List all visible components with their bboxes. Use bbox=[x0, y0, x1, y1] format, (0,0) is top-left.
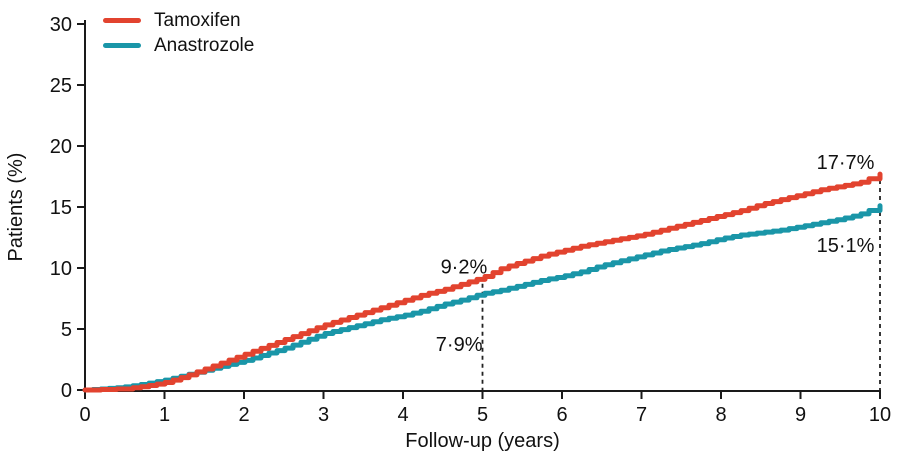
x-tick-label-3: 3 bbox=[318, 404, 329, 426]
legend-label-tamoxifen: Tamoxifen bbox=[154, 10, 241, 31]
x-tick-label-9: 9 bbox=[795, 404, 806, 426]
y-axis-title: Patients (%) bbox=[5, 153, 27, 262]
x-tick-label-10: 10 bbox=[869, 404, 891, 426]
x-tick-label-0: 0 bbox=[79, 404, 90, 426]
annotation-92: 9·2% bbox=[441, 256, 488, 278]
x-tick-label-1: 1 bbox=[159, 404, 170, 426]
tamoxifen-line-swatch bbox=[103, 18, 141, 23]
legend: Tamoxifen Anastrozole bbox=[103, 10, 254, 56]
y-tick-label-15: 15 bbox=[50, 197, 72, 219]
x-tick-label-2: 2 bbox=[238, 404, 249, 426]
x-tick-label-4: 4 bbox=[397, 404, 408, 426]
y-tick-label-10: 10 bbox=[50, 258, 72, 280]
series-curve-anastrozole bbox=[82, 203, 883, 393]
y-tick-label-5: 5 bbox=[61, 319, 72, 341]
y-tick-label-20: 20 bbox=[50, 136, 72, 158]
x-axis-title: Follow-up (years) bbox=[405, 430, 559, 452]
y-tick-label-30: 30 bbox=[50, 14, 72, 36]
x-tick-label-6: 6 bbox=[556, 404, 567, 426]
annotation-177: 17·7% bbox=[817, 152, 875, 174]
x-tick-label-8: 8 bbox=[715, 404, 726, 426]
anastrozole-line-swatch bbox=[103, 43, 141, 48]
annotation-151: 15·1% bbox=[817, 235, 875, 257]
series-curve-tamoxifen bbox=[82, 171, 883, 393]
x-tick-label-5: 5 bbox=[477, 404, 488, 426]
legend-label-anastrozole: Anastrozole bbox=[154, 35, 255, 56]
legend-item-anastrozole: Anastrozole bbox=[103, 35, 254, 56]
y-tick-label-0: 0 bbox=[61, 380, 72, 402]
y-tick-label-25: 25 bbox=[50, 75, 72, 97]
annotation-79: 7·9% bbox=[436, 334, 483, 356]
x-tick-label-7: 7 bbox=[636, 404, 647, 426]
legend-item-tamoxifen: Tamoxifen bbox=[103, 10, 254, 31]
